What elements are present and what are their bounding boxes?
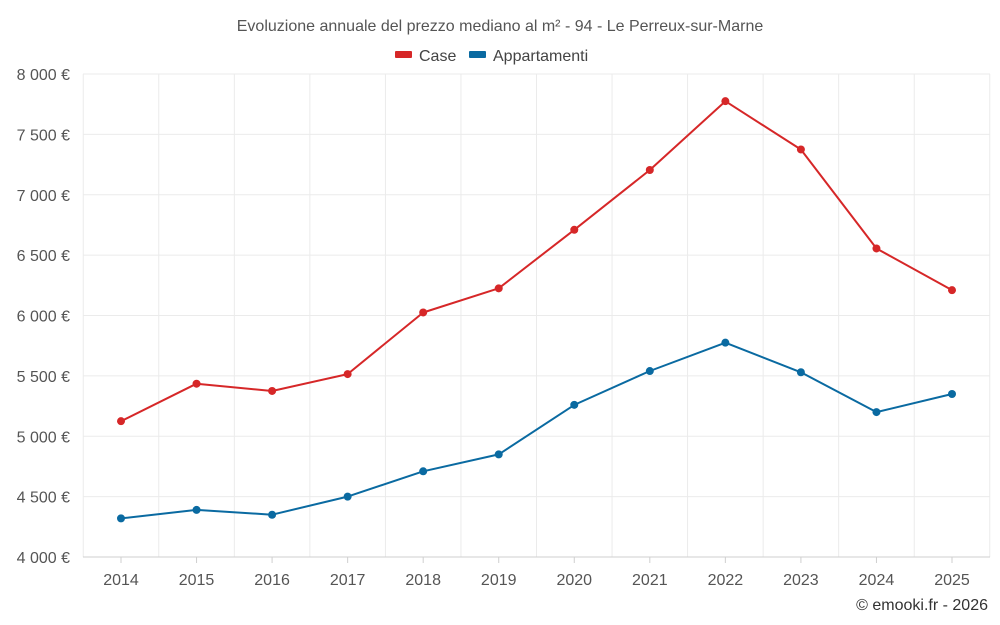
y-tick-label: 6 000 € xyxy=(17,309,70,326)
data-point-case[interactable] xyxy=(268,386,277,395)
data-point-case[interactable] xyxy=(721,97,730,106)
legend-label-appartamenti: Appartamenti xyxy=(493,48,588,65)
data-point-appartamenti[interactable] xyxy=(948,389,956,398)
data-point-appartamenti[interactable] xyxy=(872,408,881,417)
data-point-appartamenti[interactable] xyxy=(343,492,352,501)
data-point-case[interactable] xyxy=(872,244,881,253)
data-point-appartamenti[interactable] xyxy=(117,514,125,523)
x-tick-label: 2017 xyxy=(330,572,366,589)
axes: 4 000 € 4 500 € 5 000 € 5 500 € 6 000 € 6 500… xyxy=(17,67,990,589)
grid xyxy=(82,73,991,557)
x-tick-label: 2016 xyxy=(254,572,290,589)
series xyxy=(117,97,956,523)
legend-swatch-case xyxy=(395,51,412,58)
x-tick-label: 2015 xyxy=(179,572,215,589)
x-tick-label: 2022 xyxy=(708,572,744,589)
y-tick-label: 4 000 € xyxy=(17,550,70,567)
data-point-appartamenti[interactable] xyxy=(494,450,503,459)
x-tick-label: 2018 xyxy=(405,572,441,589)
data-point-appartamenti[interactable] xyxy=(796,368,805,377)
chart-title: Evoluzione annuale del prezzo mediano al… xyxy=(237,18,764,35)
legend-item-appartamenti[interactable]: Appartamenti xyxy=(469,48,588,65)
y-tick-label: 6 500 € xyxy=(17,248,70,265)
data-point-case[interactable] xyxy=(494,284,503,293)
series-line-case xyxy=(120,100,953,423)
x-tick-label: 2020 xyxy=(556,572,592,589)
x-tick-label: 2023 xyxy=(783,572,819,589)
legend-swatch-appartamenti xyxy=(469,51,486,58)
y-tick-label: 7 000 € xyxy=(17,188,70,205)
data-point-appartamenti[interactable] xyxy=(192,505,201,514)
y-tick-label: 4 500 € xyxy=(17,490,70,507)
data-point-case[interactable] xyxy=(645,165,654,174)
series-appartamenti xyxy=(117,338,956,523)
credit-text: © emooki.fr - 2026 xyxy=(856,597,988,614)
data-point-appartamenti[interactable] xyxy=(268,510,277,519)
data-point-case[interactable] xyxy=(192,379,201,388)
x-tick-label: 2019 xyxy=(481,572,517,589)
data-point-appartamenti[interactable] xyxy=(645,367,654,376)
data-point-case[interactable] xyxy=(796,145,805,154)
y-tick-label: 5 000 € xyxy=(17,429,70,446)
legend-label-case: Case xyxy=(419,48,456,65)
x-tick-label: 2025 xyxy=(934,572,970,589)
x-tick-label: 2024 xyxy=(859,572,895,589)
data-point-case[interactable] xyxy=(570,225,579,234)
data-point-appartamenti[interactable] xyxy=(570,400,579,409)
series-line-appartamenti xyxy=(120,341,953,520)
legend: Case Appartamenti xyxy=(395,48,588,65)
data-point-case[interactable] xyxy=(117,417,125,426)
legend-item-case[interactable]: Case xyxy=(395,48,456,65)
data-point-case[interactable] xyxy=(343,370,352,379)
data-point-appartamenti[interactable] xyxy=(419,467,428,476)
series-case xyxy=(117,97,956,426)
data-point-case[interactable] xyxy=(419,308,428,317)
x-tick-label: 2021 xyxy=(632,572,668,589)
x-tick-label: 2014 xyxy=(103,572,139,589)
y-tick-label: 7 500 € xyxy=(17,127,70,144)
y-tick-label: 5 500 € xyxy=(17,369,70,386)
data-point-case[interactable] xyxy=(948,286,956,295)
data-point-appartamenti[interactable] xyxy=(721,338,730,347)
y-tick-label: 8 000 € xyxy=(17,67,70,84)
